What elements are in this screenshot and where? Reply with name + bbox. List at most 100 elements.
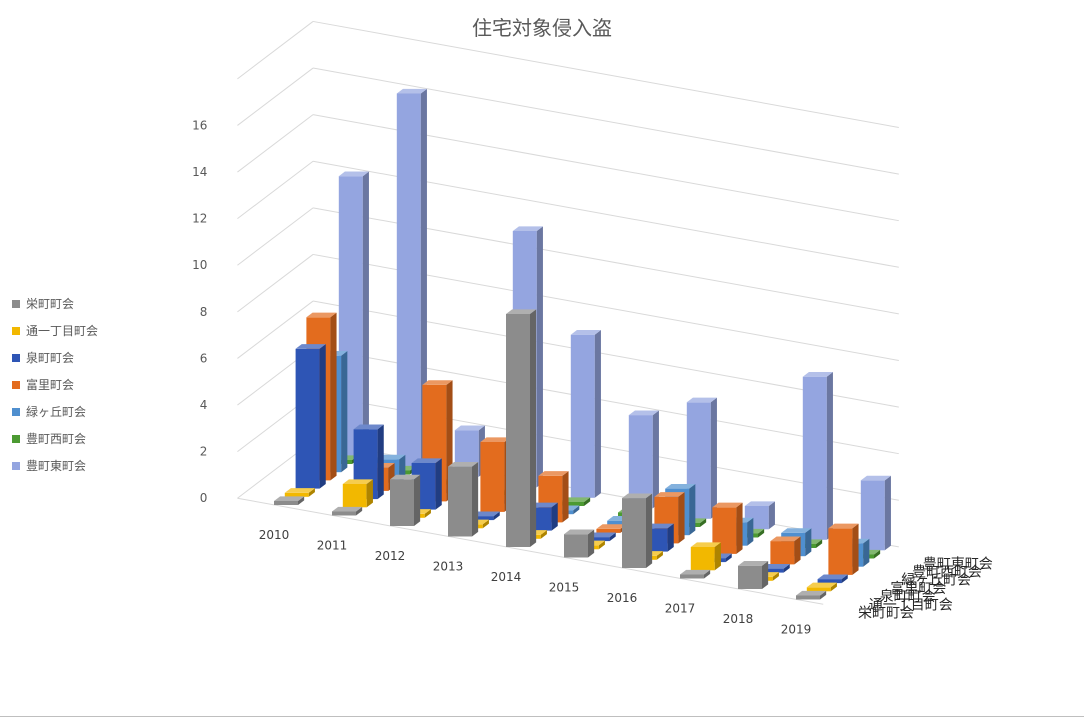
bar-front (570, 334, 595, 498)
bar-side (826, 372, 833, 540)
legend-item: 豊町東町会 (12, 452, 98, 479)
bar-front (622, 498, 646, 568)
bar-side (884, 475, 891, 551)
x-tick-label: 2018 (723, 612, 754, 626)
bar-top (353, 424, 384, 430)
bar-side (414, 474, 421, 526)
bar-front (396, 93, 421, 467)
gridline (237, 114, 314, 173)
bar-top (570, 330, 601, 335)
depth-tick-label: 泉町町会 (880, 588, 936, 605)
bar-side (482, 519, 489, 529)
depth-tick-label: 通一丁目町会 (869, 597, 953, 613)
bar-top (480, 437, 511, 442)
bar-side (540, 530, 547, 539)
gridline (237, 67, 314, 126)
bar-top (564, 529, 595, 535)
bar-side (493, 511, 500, 521)
bars (274, 88, 891, 600)
floor-edge (237, 497, 824, 605)
bar-side (424, 509, 431, 518)
bar-front (332, 511, 356, 516)
bar-top (802, 372, 833, 377)
bar (274, 496, 305, 505)
bar-top (342, 479, 373, 484)
legend-label: 泉町町会 (26, 351, 75, 365)
bar-front (690, 547, 715, 571)
bar (802, 372, 833, 540)
x-tick-label: 2010 (259, 528, 290, 542)
bar-front (796, 595, 820, 600)
legend-item: 富里町会 (12, 371, 98, 398)
legend-item: 泉町町会 (12, 344, 98, 371)
x-tick-label: 2017 (665, 602, 696, 616)
bar-front (860, 480, 885, 551)
bar-top (712, 502, 743, 508)
bar-side (562, 471, 569, 523)
bar-front (480, 442, 505, 512)
depth-tick-label: 豊町東町会 (923, 556, 993, 572)
bar-side (852, 523, 859, 575)
bar-side (656, 551, 663, 560)
bar-top (622, 493, 653, 499)
y-axis: 0 2 4 6 8 10 12 14 16 (192, 118, 207, 505)
depth-tick-label: 富里町会 (890, 580, 946, 597)
bar-side (820, 590, 827, 600)
bar-side (356, 506, 363, 516)
bar-top (284, 488, 315, 493)
bar-top (665, 483, 696, 489)
bar-top (860, 475, 891, 481)
bar-side (319, 344, 326, 489)
legend-label: 富里町会 (26, 378, 75, 392)
bar-top (817, 574, 848, 580)
bar-side (551, 502, 558, 531)
bar-side (725, 553, 732, 563)
legend-swatch (12, 380, 20, 389)
bar-side (816, 539, 823, 548)
y-tick-label: 8 (200, 305, 208, 319)
bar-side (598, 540, 605, 550)
bar-top (396, 88, 427, 94)
bar-top (680, 569, 711, 575)
bar-side (783, 563, 790, 573)
bar (622, 493, 653, 568)
legend-swatch (12, 326, 20, 335)
bar-top (454, 425, 485, 431)
bar-front (738, 565, 762, 589)
bar-front (770, 541, 795, 565)
bar (680, 569, 711, 579)
bar-side (830, 582, 837, 592)
bar-side (700, 518, 707, 527)
bar-front (806, 587, 831, 592)
bar-side (472, 461, 479, 537)
bar (390, 474, 421, 526)
bar (564, 529, 595, 558)
bar-top (274, 496, 305, 501)
bar-side (667, 523, 674, 552)
bar-front (390, 479, 414, 526)
bar-top (690, 542, 721, 547)
legend-label: 通一丁目町会 (26, 324, 99, 338)
bar-side (710, 397, 717, 519)
x-tick-label: 2013 (433, 560, 464, 574)
bar-side (736, 502, 743, 554)
y-tick-label: 10 (192, 258, 207, 272)
bar-front (284, 492, 309, 497)
legend-swatch (12, 299, 20, 308)
bar-front (506, 314, 530, 547)
bar-side (594, 330, 601, 498)
y-tick-label: 0 (200, 491, 208, 505)
bar-side (609, 532, 616, 542)
bar-top (781, 528, 812, 533)
bar (796, 590, 827, 600)
legend-swatch (12, 353, 20, 362)
bar-side (747, 517, 754, 546)
bar-top (422, 380, 453, 385)
legend-swatch (12, 461, 20, 470)
bar (506, 309, 537, 547)
bar-side (841, 574, 848, 584)
legend-swatch (12, 434, 20, 443)
